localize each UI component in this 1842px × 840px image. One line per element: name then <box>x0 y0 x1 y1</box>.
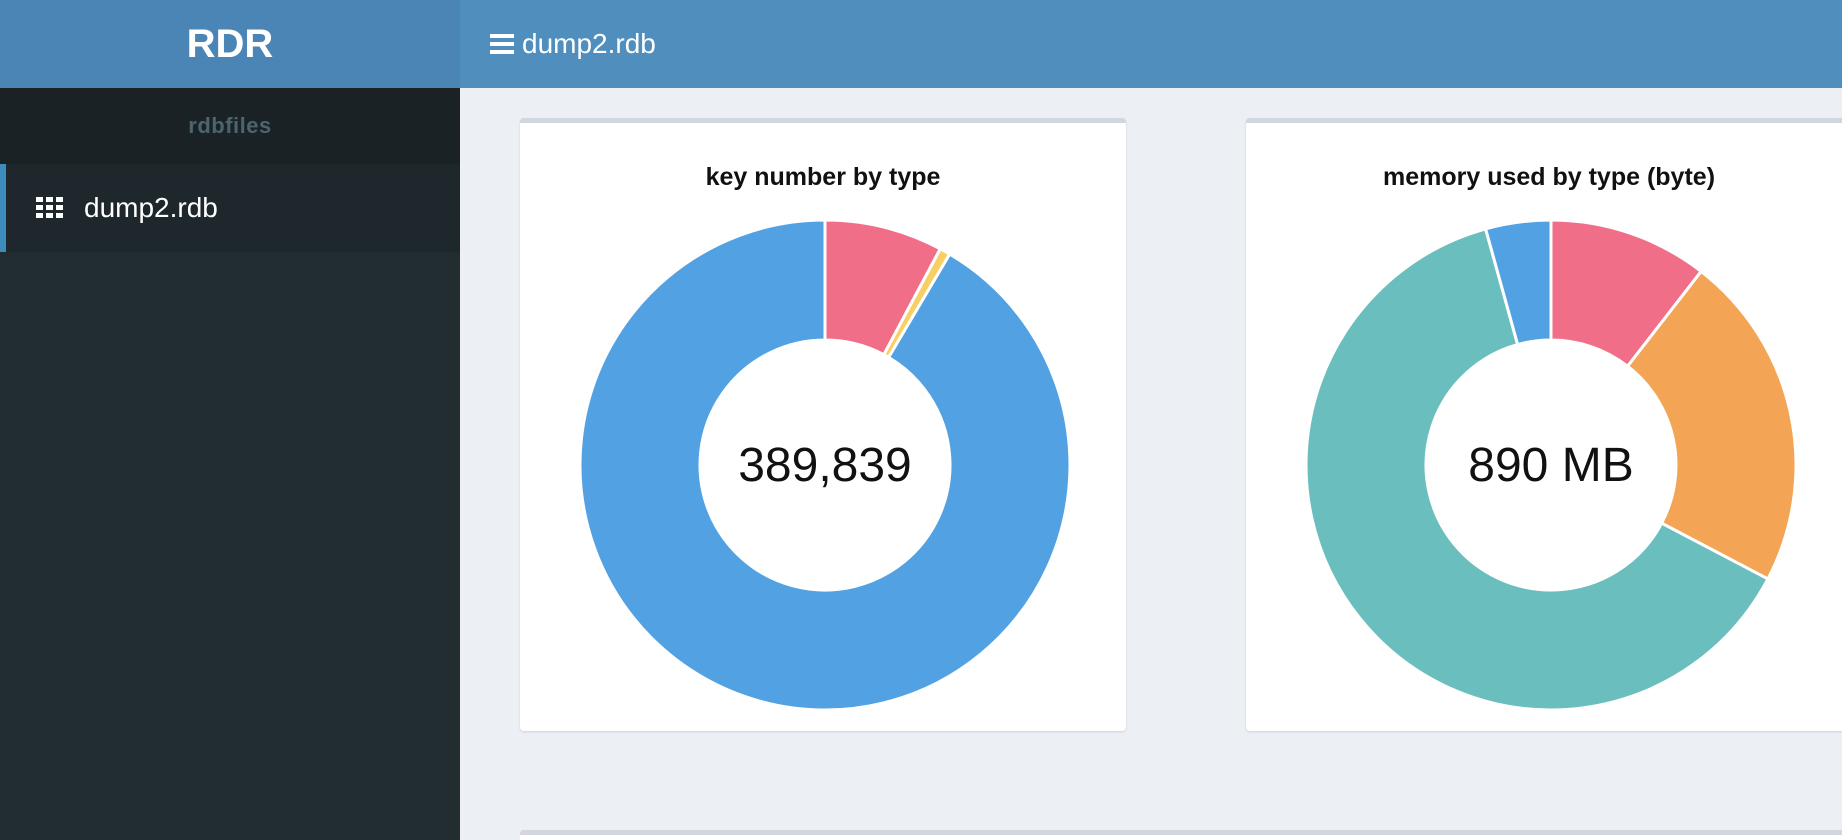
donut-slice-3[interactable] <box>1483 218 1553 347</box>
page-title: dump2.rdb <box>522 28 656 59</box>
sidebar-header: rdbfiles <box>0 88 460 164</box>
top-navbar: dump2.rdb <box>460 0 1842 88</box>
sidebar-item-dump2-rdb[interactable]: dump2.rdb <box>0 164 460 252</box>
chart-box-memory-used: memory used by type (byte) 890 MB <box>1246 118 1842 731</box>
active-indicator <box>0 164 6 252</box>
donut-chart-key-number: 389,839 <box>575 215 1075 715</box>
chart-box-key-number: key number by type 389,839 <box>520 118 1126 731</box>
sidebar-item-label: dump2.rdb <box>84 192 218 223</box>
app-logo[interactable]: RDR <box>0 0 460 88</box>
sidebar-toggle[interactable]: dump2.rdb <box>490 28 656 60</box>
donut-slice-2[interactable] <box>1304 227 1770 712</box>
hamburger-icon[interactable] <box>490 33 514 55</box>
main-content: key number by type 389,839 memory used b… <box>460 88 1842 840</box>
donut-svg <box>578 218 1072 712</box>
grid-icon <box>36 197 63 218</box>
chart-title: key number by type <box>705 163 941 191</box>
chart-box-partial <box>520 830 1842 840</box>
donut-slice-2[interactable] <box>578 218 1072 712</box>
donut-svg <box>1304 218 1798 712</box>
chart-title: memory used by type (byte) <box>1382 163 1716 191</box>
donut-slice-1[interactable] <box>1625 269 1798 581</box>
sidebar: RDR rdbfiles dump2.rdb <box>0 0 460 840</box>
donut-chart-memory-used: 890 MB <box>1301 215 1801 715</box>
